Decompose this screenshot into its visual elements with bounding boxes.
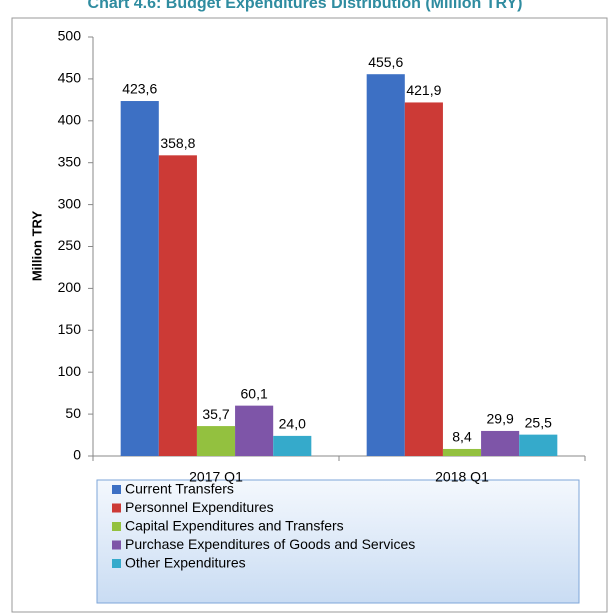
- legend-swatch: [112, 540, 121, 550]
- legend-swatch: [112, 559, 121, 568]
- legend-swatch: [112, 503, 121, 513]
- bar: [196, 426, 236, 456]
- chart-frame: [11, 17, 608, 613]
- legend-label: Capital Expenditures and Transfers: [125, 518, 344, 534]
- data-label: 24,0: [279, 416, 306, 432]
- legend-label: Personnel Expenditures: [125, 499, 274, 515]
- y-tick-label: 400: [58, 112, 82, 128]
- legend-label: Other Expenditures: [125, 555, 246, 571]
- legend-label: Current Transfers: [125, 481, 234, 497]
- y-tick-label: 100: [58, 363, 82, 379]
- data-label: 29,9: [487, 411, 514, 427]
- bar: [366, 74, 405, 456]
- data-label: 455,6: [368, 54, 403, 70]
- data-label: 421,9: [406, 82, 441, 98]
- bar: [158, 155, 197, 456]
- y-tick-label: 150: [58, 321, 82, 337]
- y-axis-label: Million TRY: [29, 211, 44, 282]
- legend-label: Purchase Expenditures of Goods and Servi…: [125, 536, 415, 552]
- y-tick-label: 0: [73, 447, 81, 463]
- x-tick-label: 2017 Q1: [189, 469, 243, 485]
- data-label: 423,6: [122, 81, 157, 97]
- bar: [235, 405, 274, 456]
- data-label: 60,1: [241, 385, 268, 401]
- y-tick-label: 250: [58, 237, 82, 253]
- y-tick-label: 50: [65, 405, 81, 421]
- bar: [404, 102, 443, 456]
- y-tick-label: 500: [58, 28, 82, 44]
- legend-box: [96, 479, 580, 604]
- y-tick-label: 200: [58, 279, 82, 295]
- legend-swatch: [112, 485, 121, 494]
- chart-title: Chart 4.6: Budget Expenditures Distribut…: [88, 0, 523, 12]
- data-label: 35,7: [202, 406, 229, 422]
- bar: [519, 434, 558, 456]
- legend-swatch: [112, 522, 121, 531]
- y-tick-label: 300: [58, 195, 82, 211]
- data-label: 358,8: [160, 135, 195, 151]
- bar: [442, 448, 482, 456]
- data-label: 8,4: [452, 429, 472, 445]
- y-tick-label: 450: [58, 70, 82, 86]
- x-tick-label: 2018 Q1: [435, 469, 489, 485]
- bar: [120, 101, 159, 457]
- bar: [273, 435, 312, 456]
- y-tick-label: 350: [58, 153, 82, 169]
- data-label: 25,5: [525, 414, 552, 430]
- bar: [481, 430, 520, 456]
